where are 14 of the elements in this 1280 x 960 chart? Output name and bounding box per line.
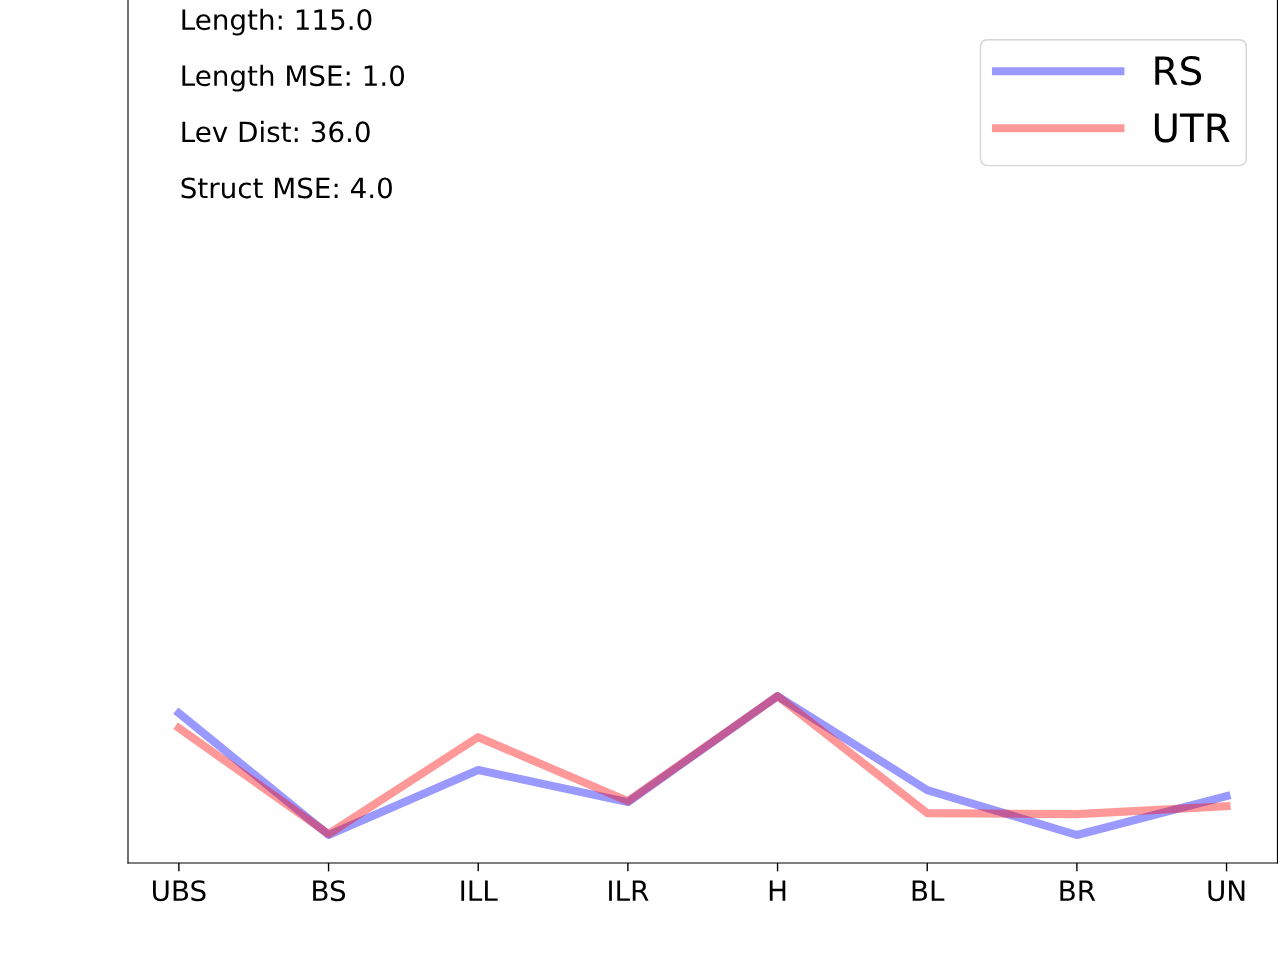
text: Struct MSE: 4.0 [181, 177, 392, 199]
x-tick-label: UN [1208, 880, 1245, 902]
x-tick-label: BR [1060, 880, 1096, 901]
text: Length MSE: 1.0 [182, 64, 405, 92]
x-tick-label: ILL [461, 880, 498, 901]
x-tick-label: UBS [153, 880, 206, 902]
x-tick-label: ILR [609, 880, 649, 901]
text: Lev Dist: 36.0 [182, 120, 370, 143]
x-tick-label: BL [912, 880, 945, 901]
legend-label: RS [1155, 55, 1202, 86]
legend-label: UTR [1154, 113, 1230, 143]
text: Length: 115.0 [182, 8, 372, 36]
x-tick-label: BS [313, 880, 346, 902]
x-tick-label: H [769, 880, 786, 901]
